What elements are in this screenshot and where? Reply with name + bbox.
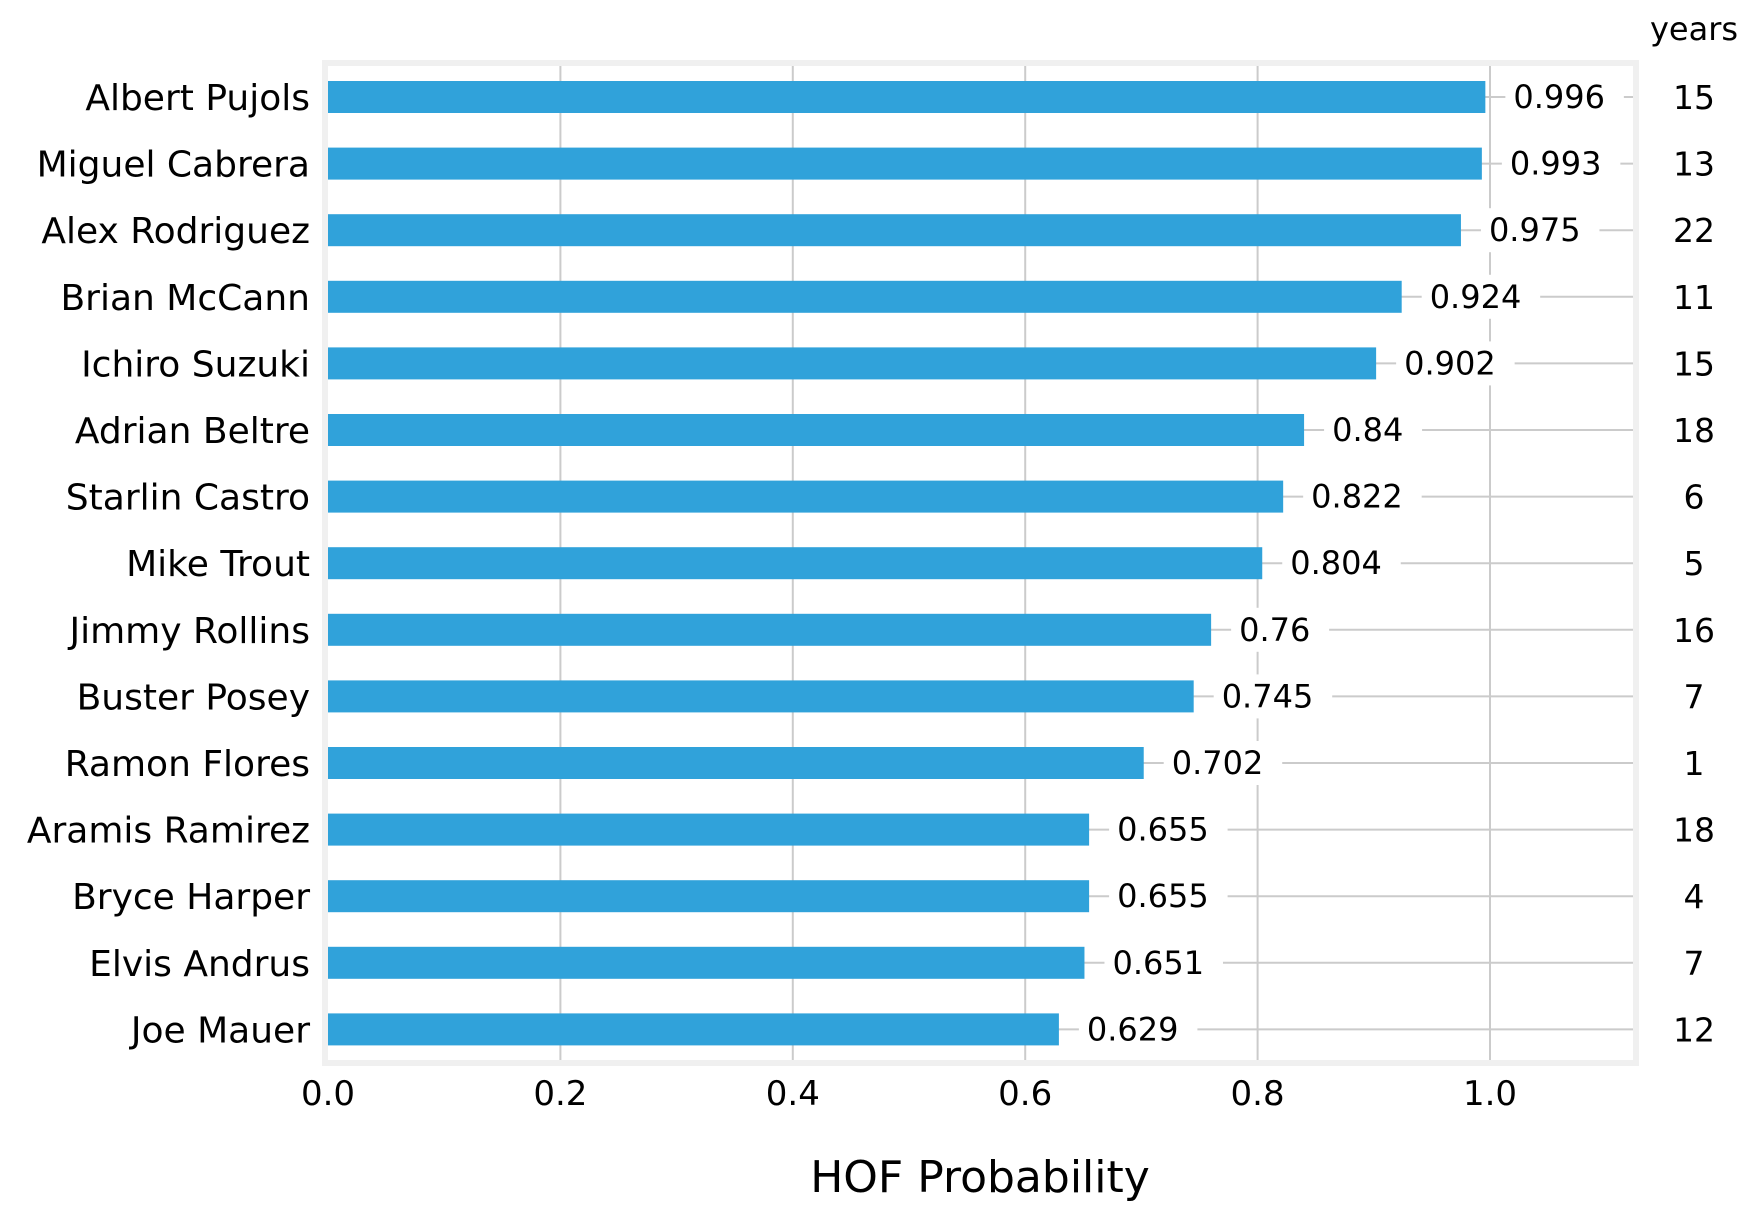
years-value: 22: [1673, 211, 1715, 250]
category-label: Aramis Ramirez: [27, 811, 310, 852]
value-label-bg: [1213, 674, 1333, 719]
x-tick-label: 0.2: [533, 1074, 587, 1114]
value-label-bg: [1505, 75, 1624, 119]
value-label-bg: [1282, 541, 1401, 586]
category-label: Ramon Flores: [65, 744, 310, 785]
value-label: 0.651: [1112, 944, 1204, 982]
years-value: 16: [1673, 611, 1715, 650]
x-tick-label: 0.0: [301, 1074, 355, 1114]
bar: [328, 147, 1482, 180]
category-label: Jimmy Rollins: [67, 611, 310, 652]
value-label: 0.993: [1510, 145, 1602, 183]
category-label: Ichiro Suzuki: [81, 344, 310, 385]
value-label-bg: [1231, 607, 1330, 652]
years-value: 6: [1684, 478, 1705, 517]
value-label-bg: [1480, 208, 1600, 253]
category-label: Brian McCann: [60, 278, 310, 319]
value-label-bg: [1104, 940, 1223, 985]
years-value: 12: [1673, 1010, 1715, 1049]
years-value: 15: [1673, 78, 1715, 117]
value-label: 0.655: [1117, 877, 1209, 915]
bar: [328, 81, 1486, 113]
bar: [328, 480, 1284, 513]
x-tick-label: 0.8: [1231, 1074, 1285, 1114]
value-label-bg: [1303, 474, 1422, 519]
value-label-bg: [1501, 141, 1621, 186]
years-value: 7: [1684, 677, 1705, 716]
value-label-bg: [1396, 341, 1515, 386]
years-value: 18: [1673, 411, 1715, 450]
years-value: 18: [1673, 811, 1715, 850]
value-label: 0.702: [1172, 744, 1264, 782]
bar: [328, 347, 1377, 380]
bar: [328, 946, 1085, 979]
bar: [328, 680, 1194, 713]
category-label: Starlin Castro: [66, 478, 310, 519]
value-label: 0.84: [1332, 411, 1403, 449]
category-label: Mike Trout: [126, 544, 310, 585]
bar: [328, 280, 1402, 313]
bars: [328, 81, 1486, 1046]
value-label-bg: [1109, 807, 1228, 852]
category-label: Alex Rodriguez: [41, 211, 310, 252]
value-label: 0.822: [1311, 478, 1403, 516]
category-label: Joe Mauer: [129, 1010, 310, 1051]
value-label: 0.655: [1117, 811, 1209, 849]
bar: [328, 613, 1212, 646]
value-label: 0.924: [1430, 278, 1522, 316]
years-value: 5: [1684, 544, 1705, 583]
bar: [328, 414, 1305, 446]
years-header: years: [1650, 10, 1738, 48]
years-value: 1: [1684, 744, 1705, 783]
category-label: Albert Pujols: [85, 78, 310, 119]
bar: [328, 214, 1461, 247]
bar: [328, 813, 1090, 846]
years-value: 11: [1673, 278, 1715, 317]
value-label: 0.975: [1489, 211, 1581, 249]
value-label-bg: [1421, 274, 1541, 319]
years-value: 4: [1684, 877, 1705, 916]
value-label: 0.996: [1513, 78, 1605, 116]
category-label: Adrian Beltre: [75, 411, 310, 452]
category-label: Buster Posey: [77, 677, 310, 718]
x-tick-label: 0.4: [766, 1074, 820, 1114]
category-label: Miguel Cabrera: [37, 145, 310, 186]
value-label: 0.76: [1239, 611, 1310, 649]
years-value: 15: [1673, 344, 1715, 383]
bar: [328, 880, 1090, 913]
value-label-bg: [1324, 408, 1423, 452]
value-label-bg: [1078, 1007, 1198, 1052]
x-axis-title: HOF Probability: [810, 1152, 1150, 1203]
category-label: Elvis Andrus: [89, 944, 310, 985]
category-label: Bryce Harper: [72, 877, 310, 918]
bar: [328, 547, 1263, 580]
x-tick-label: 1.0: [1463, 1074, 1517, 1114]
value-label-bg: [1163, 741, 1283, 785]
x-tick-label: 0.6: [998, 1074, 1052, 1114]
bar: [328, 747, 1144, 779]
value-label: 0.629: [1087, 1010, 1179, 1048]
bar: [328, 1013, 1059, 1046]
value-label: 0.902: [1404, 344, 1496, 382]
years-value: 7: [1684, 944, 1705, 983]
years-value: 13: [1673, 145, 1715, 184]
value-label: 0.804: [1290, 544, 1382, 582]
value-label-bg: [1109, 874, 1228, 919]
value-label: 0.745: [1222, 677, 1314, 715]
